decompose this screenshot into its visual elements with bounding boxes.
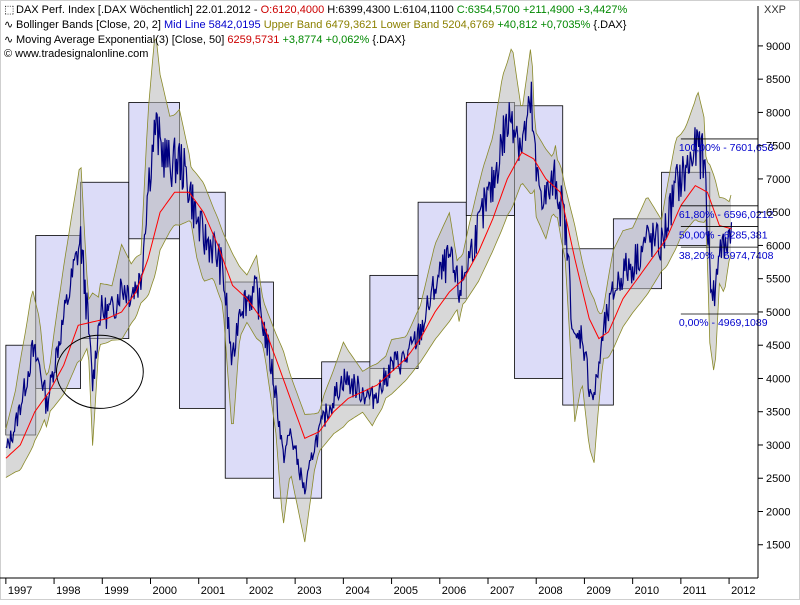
x-tick-label: 2010 [635,585,659,597]
x-tick-label: 2009 [586,585,610,597]
x-tick-label: 2011 [683,585,707,597]
x-tick-label: 2004 [345,585,369,597]
x-tick-label: 2005 [394,585,418,597]
x-tick-label: 2012 [731,585,755,597]
x-tick-label: 2000 [153,585,177,597]
y-tick-label: 4500 [766,340,790,352]
fib-level-label: 61,80% - 6596,0212 [679,209,774,221]
wave-icon: ∿ [4,19,14,31]
y-tick-label: 8500 [766,74,790,86]
ema-line [5,151,732,459]
y-tick-label: 2000 [766,506,790,518]
y-tick-label: 7000 [766,174,790,186]
x-tick-label: 1999 [104,585,128,597]
legend-ema: ∿ Moving Average Exponential(3) [Close, 5… [4,34,406,46]
y-tick-label: 1500 [766,540,790,552]
x-tick-label: 2002 [249,585,273,597]
y-tick-label: 4000 [766,373,790,385]
x-tick-label: 1997 [8,585,32,597]
fib-level-label: 100,00% - 7601,653 [679,142,774,154]
x-tick-label: 2006 [442,585,466,597]
fib-level-label: 50,00% - 6285,381 [679,229,768,241]
wave-icon: ∿ [4,34,14,46]
legend-copyright: © www.tradesignalonline.com [4,48,149,60]
y-tick-label: 7500 [766,141,790,153]
y-tick-label: 5500 [766,274,790,286]
bollinger-lower-band [5,182,732,543]
legend-bollinger: ∿ Bollinger Bands [Close, 20, 2] Mid Line… [4,19,627,31]
x-tick-label: 2003 [297,585,321,597]
x-tick-label: 2008 [538,585,562,597]
y-tick-label: 5000 [766,307,790,319]
bollinger-upper-band [5,37,732,430]
y-tick-label: 9000 [766,41,790,53]
y-tick-label: 6000 [766,240,790,252]
price-legend-icon: ⬚ [4,4,15,16]
x-tick-label: 2001 [201,585,225,597]
y-tick-label: 3500 [766,407,790,419]
y-tick-label: 3000 [766,440,790,452]
bollinger-fill [5,38,731,543]
y-tick-label: 6500 [766,207,790,219]
y-tick-label: 2500 [766,473,790,485]
fibonacci-levels: 100,00% - 7601,653 61,80% - 6596,0212 50,0… [679,138,774,329]
x-tick-label: 1998 [56,585,80,597]
price-line [5,81,733,495]
bollinger-bands [5,37,732,543]
axes: 1500 2000 2500 3000 3500 4000 4500 5000 5500 6000… [0,6,790,597]
fib-level-label: 0,00% - 4969,1089 [679,317,768,329]
currency-label: XXP [763,4,786,16]
price-series [5,81,733,495]
fib-level-label: 38,20% - 5974,7408 [679,250,774,262]
annotation-circle [55,334,144,409]
highlight-circle [55,334,144,409]
y-tick-label: 8000 [766,107,790,119]
ema-series [5,151,732,459]
legend-price: ⬚ DAX Perf. Index [.DAX Wöchentlich] 22.0… [4,4,628,16]
x-tick-label: 2007 [490,585,514,597]
